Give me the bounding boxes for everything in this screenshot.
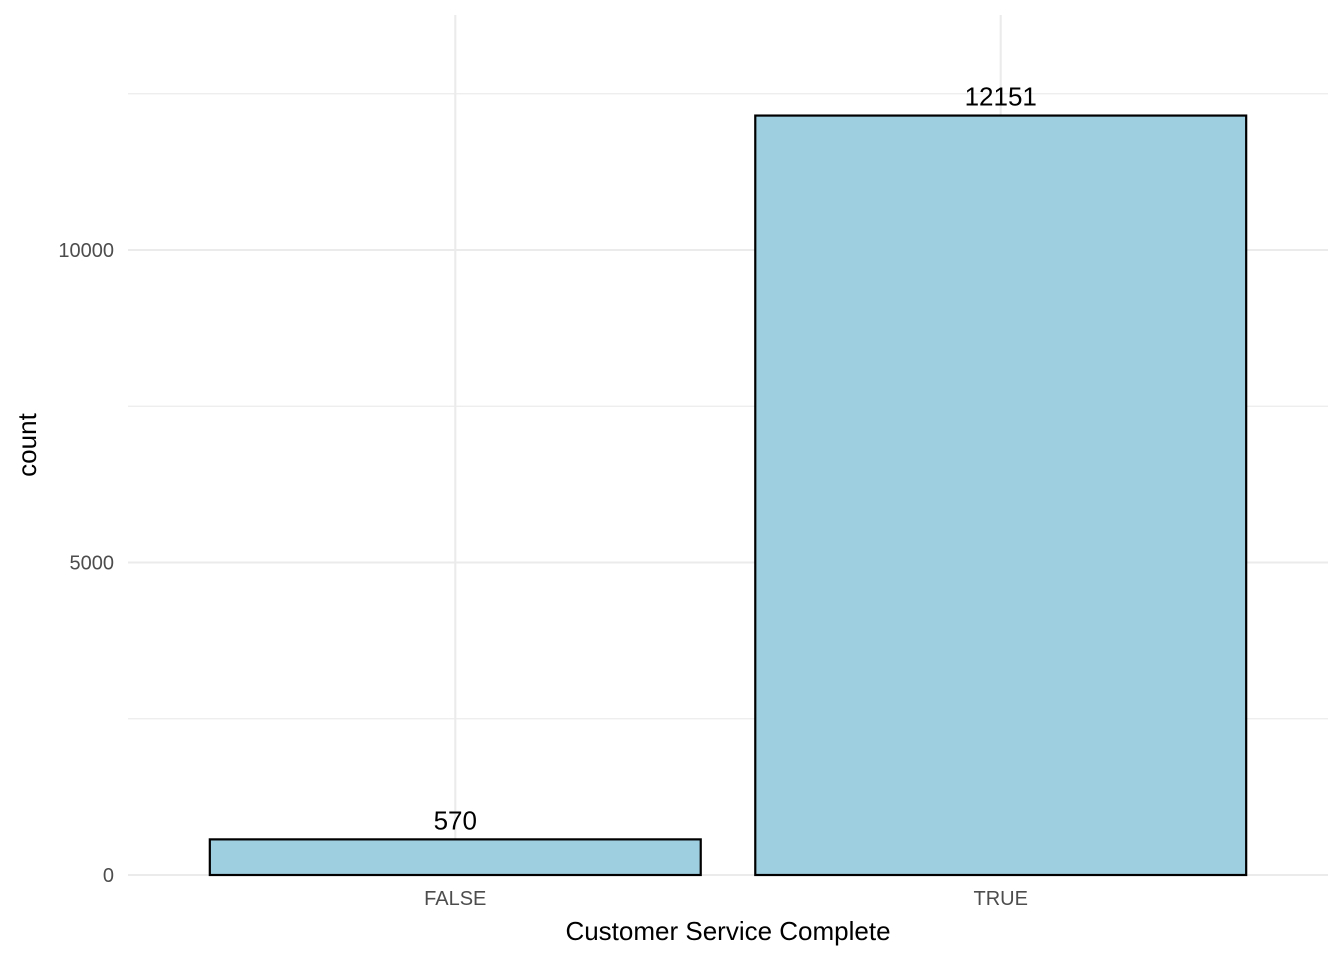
- data-labels-layer: 570 12151: [434, 82, 1037, 836]
- bar-true: [754, 114, 1248, 877]
- y-tick-label: 10000: [58, 240, 114, 262]
- data-label-true: 12151: [965, 82, 1037, 112]
- y-tick-label: 5000: [70, 553, 115, 575]
- y-axis-ticks: 0 5000 10000: [58, 240, 114, 887]
- data-label-false: 570: [434, 805, 477, 835]
- bars-layer: [208, 114, 1248, 877]
- y-axis-title: count: [12, 412, 42, 476]
- x-tick-label: TRUE: [974, 888, 1028, 910]
- bar-false: [208, 838, 702, 877]
- x-tick-label: FALSE: [424, 888, 486, 910]
- x-axis-ticks: FALSE TRUE: [424, 888, 1028, 910]
- y-tick-label: 0: [103, 865, 114, 887]
- x-axis-title: Customer Service Complete: [565, 916, 890, 946]
